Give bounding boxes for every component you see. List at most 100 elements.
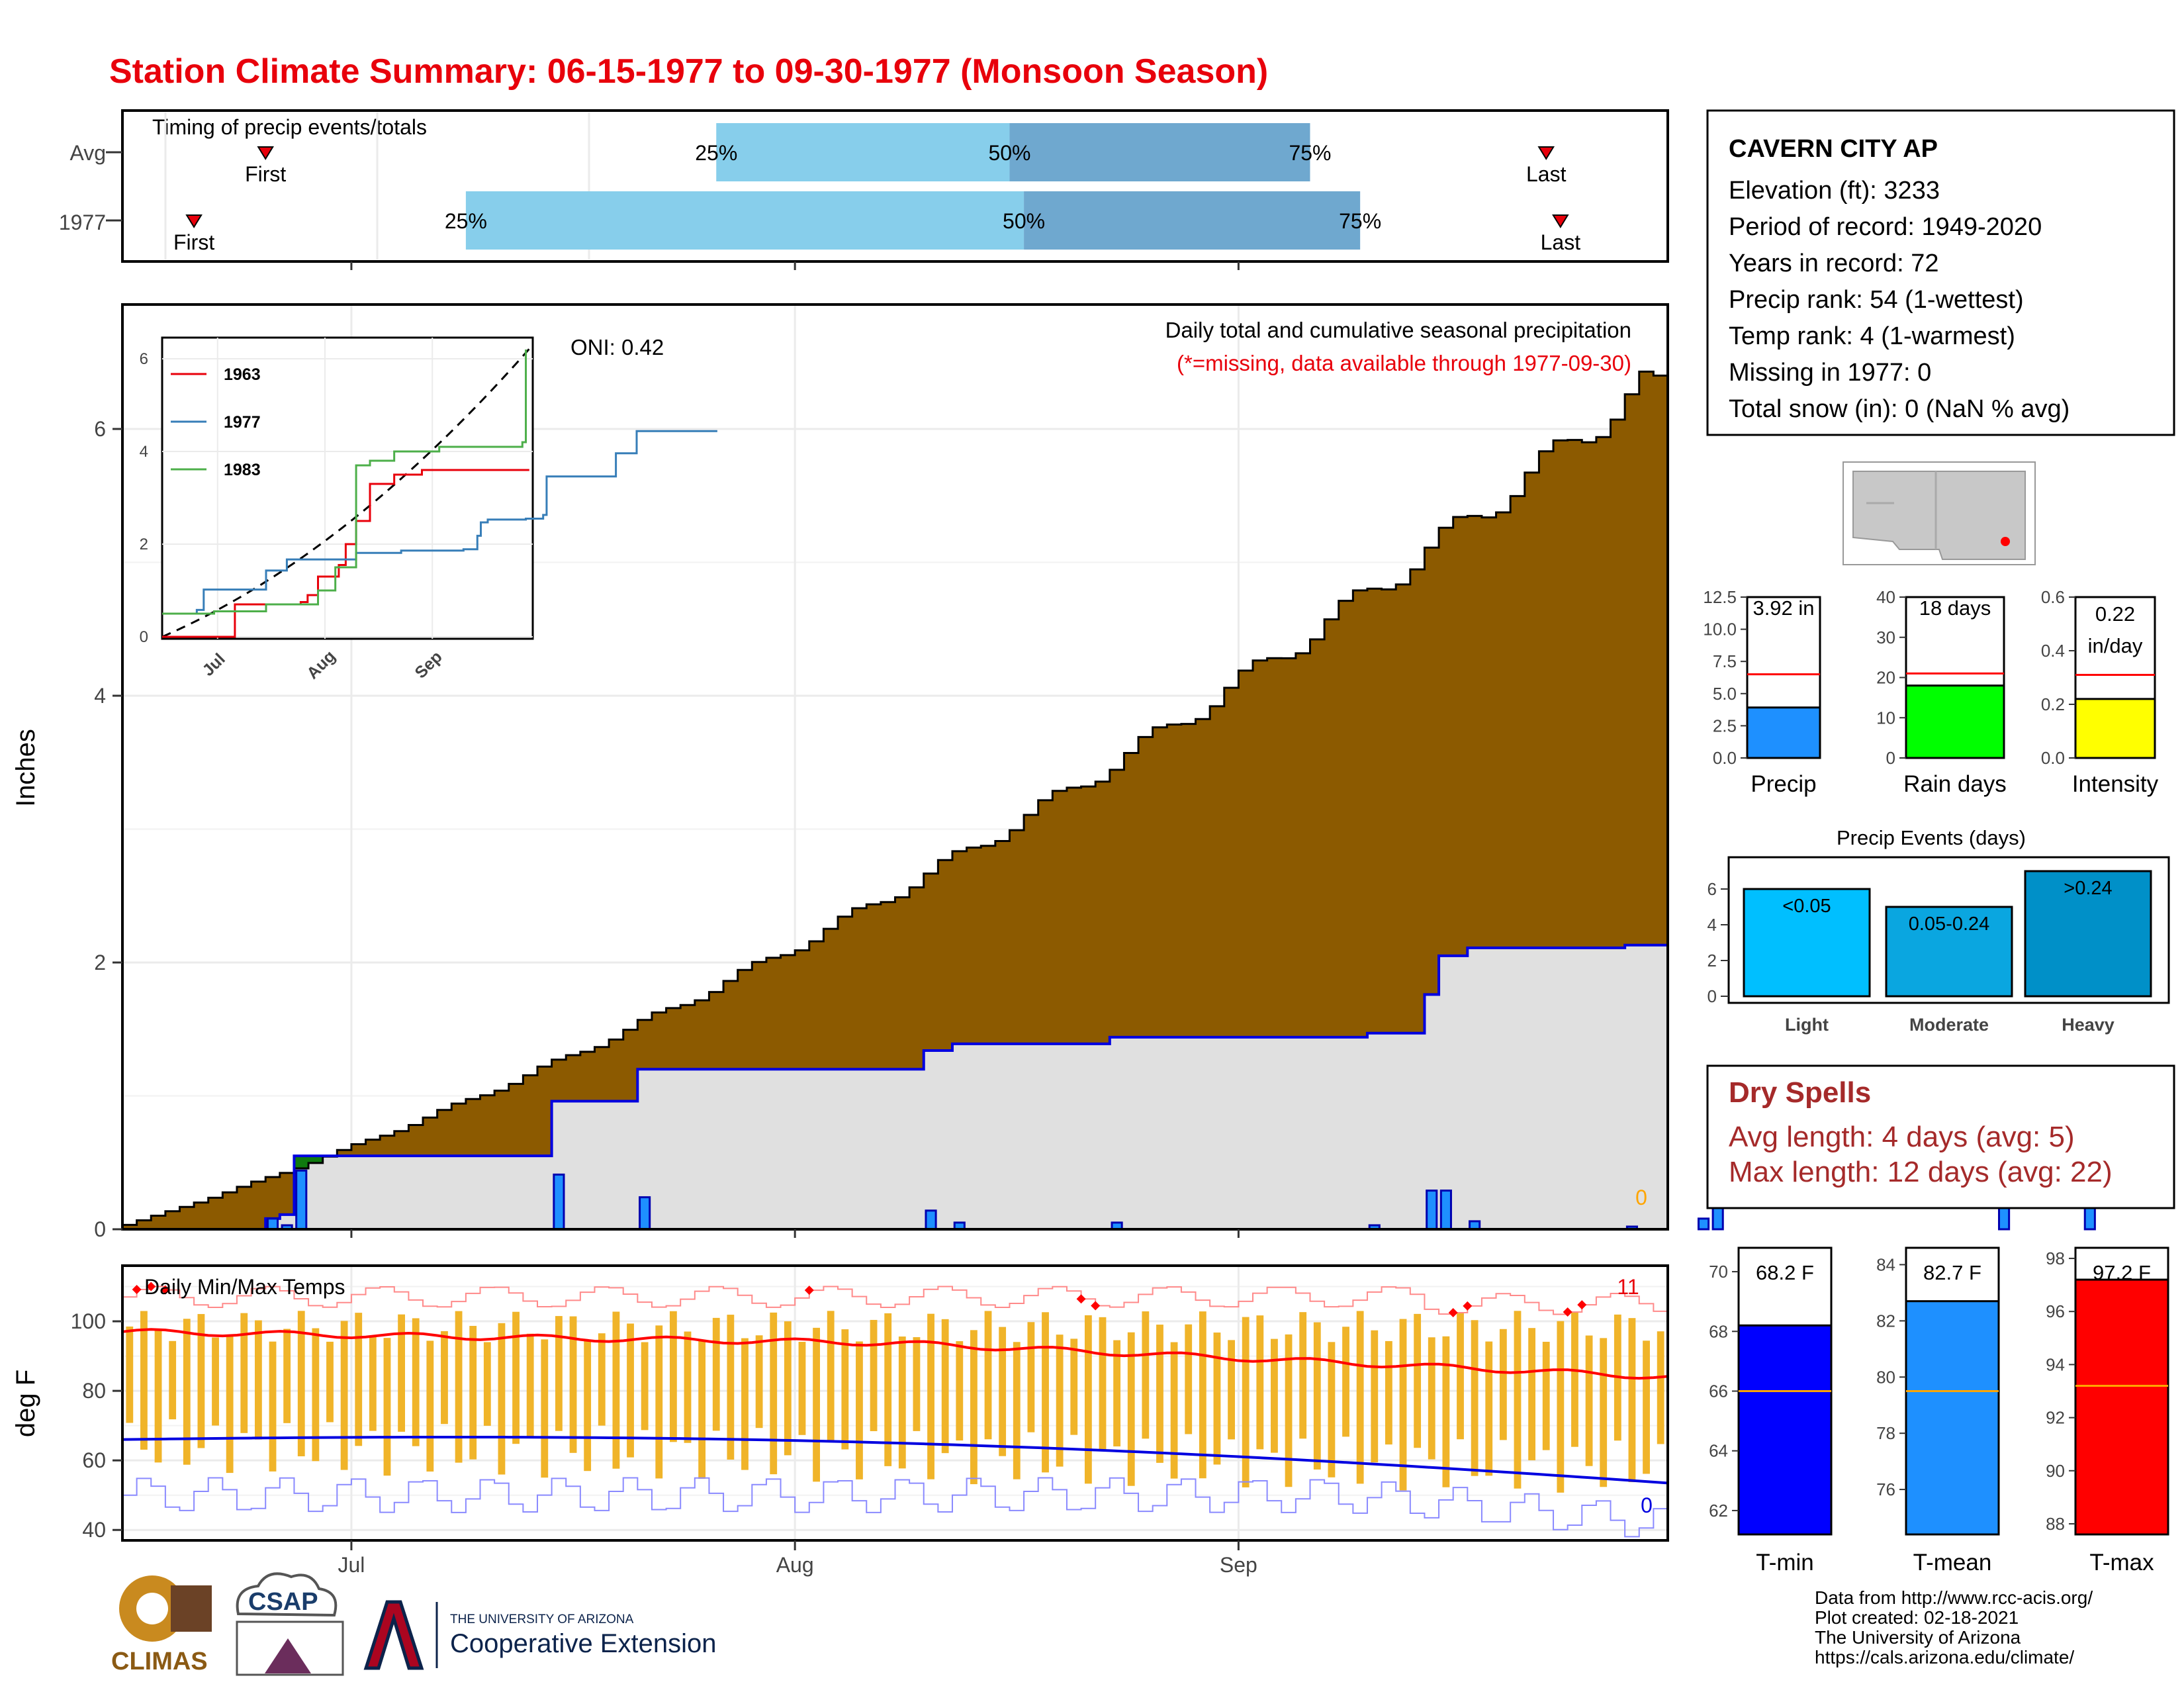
daily-temp-bar [584, 1339, 592, 1472]
daily-temp-bar [1371, 1330, 1379, 1463]
station-info-line: Years in record: 72 [1729, 250, 1939, 277]
daily-temp-bar [283, 1329, 291, 1423]
dry-spells-max-length: Max length: 12 days (avg: 22) [1729, 1156, 2113, 1188]
university-of-arizona-logo: THE UNIVERSITY OF ARIZONA Cooperative Ex… [363, 1600, 716, 1670]
summary-bar-tick-label: 0.2 [2041, 694, 2065, 714]
precip-y-tick-label: 4 [94, 684, 106, 708]
daily-temp-bar [784, 1321, 792, 1456]
daily-temp-bar [240, 1313, 248, 1433]
daily-temp-bar [598, 1333, 606, 1426]
temp-summary-tick-label: 64 [1709, 1441, 1728, 1461]
climas-logo-text: CLIMAS [111, 1648, 208, 1675]
daily-temp-bar [254, 1320, 262, 1440]
precip-event-bar-label: 0.05-0.24 [1909, 914, 1990, 935]
daily-temp-bar [641, 1342, 649, 1430]
daily-temp-bar [498, 1323, 506, 1475]
daily-temp-bar [927, 1313, 934, 1479]
temp-summary-value-label: 68.2 F [1756, 1261, 1814, 1284]
temp-summary-tick-label: 62 [1709, 1501, 1728, 1521]
csap-logo: CSAP [236, 1572, 344, 1676]
daily-temp-bar [526, 1333, 534, 1437]
record-high-marker [1463, 1301, 1473, 1311]
temp-summary-tick-label: 88 [2046, 1514, 2065, 1534]
daily-temp-bar [970, 1330, 978, 1485]
daily-temp-bar [1099, 1317, 1107, 1452]
timing-q75-label: 75% [1339, 209, 1381, 233]
footer-line: https://cals.arizona.edu/climate/ [1815, 1647, 2074, 1667]
inset-y-tick-label: 6 [140, 350, 148, 368]
daily-temp-bar [398, 1314, 406, 1432]
daily-temp-bar [469, 1325, 477, 1460]
daily-temp-bar [1013, 1342, 1021, 1479]
daily-temp-bar [712, 1317, 720, 1431]
daily-temp-bar [197, 1314, 205, 1448]
precip-event-bar-label: <0.05 [1782, 896, 1831, 917]
daily-temp-bar [183, 1319, 191, 1465]
summary-bar-tick-label: 10.0 [1703, 620, 1737, 639]
daily-temp-bar [999, 1327, 1007, 1456]
daily-temp-bar [1127, 1332, 1135, 1486]
inset-series-line-1983 [162, 350, 527, 615]
daily-temp-bar [297, 1311, 305, 1456]
station-name: CAVERN CITY AP [1729, 135, 1938, 163]
daily-temp-bar [741, 1338, 749, 1470]
temperature-panel-label: Daily Min/Max Temps [144, 1275, 345, 1299]
summary-bar-tick-label: 0.4 [2041, 641, 2065, 661]
timing-q25-q50-band [716, 123, 1010, 181]
record-high-marker [146, 1282, 156, 1291]
daily-temp-bar [1600, 1338, 1608, 1487]
month-tick-label: Sep [1220, 1553, 1257, 1577]
daily-temp-bar [1471, 1320, 1479, 1476]
temperature-y-axis-label: deg F [11, 1370, 40, 1437]
daily-temp-bar [1643, 1340, 1650, 1474]
temp-summary-bar-0 [1737, 1324, 1833, 1536]
summary-bar-value-label: 0.22 [2095, 602, 2135, 626]
precip-y-tick-label: 2 [94, 951, 106, 974]
precip-panel-header: Daily total and cumulative seasonal prec… [1165, 318, 1631, 342]
record-high-count: 11 [1617, 1275, 1639, 1299]
daily-temp-bar [1113, 1340, 1121, 1447]
precip-event-bar-2 [2024, 870, 2152, 998]
timing-q50-label: 50% [1003, 209, 1045, 233]
daily-temp-bar [941, 1319, 949, 1454]
daily-temp-bar [512, 1311, 520, 1444]
avg-cumulative-line [122, 370, 1668, 1226]
daily-temp-bar [1156, 1325, 1163, 1463]
timing-q50-label: 50% [988, 141, 1030, 165]
timing-q50-q75-band [1024, 191, 1361, 250]
record-high-line [122, 1286, 1668, 1315]
footer-line: Data from http://www.rcc-acis.org/ [1815, 1587, 2093, 1608]
daily-temp-bar [483, 1342, 491, 1426]
precip-event-bar-0 [1743, 888, 1871, 998]
daily-temp-bar [1356, 1311, 1364, 1484]
csap-logo-text: CSAP [248, 1588, 318, 1616]
daily-temp-bar [1242, 1317, 1250, 1487]
daily-temp-bar [655, 1325, 663, 1479]
inset-legend-label: 1963 [224, 365, 261, 384]
daily-temp-bar [856, 1341, 863, 1479]
daily-temp-bar [312, 1328, 320, 1462]
locator-map [1843, 461, 2036, 565]
summary-bar-tick-label: 0.0 [1713, 748, 1737, 768]
daily-temp-bar [212, 1337, 219, 1426]
daily-temp-bar [269, 1341, 277, 1472]
missing-count: 0 [1635, 1186, 1647, 1209]
daily-temp-bar [684, 1331, 692, 1443]
daily-temp-bar [169, 1340, 177, 1420]
daily-temp-bar [1385, 1340, 1392, 1445]
summary-bar-value-label: in/day [2088, 634, 2143, 657]
daily-temp-bar [1457, 1313, 1464, 1440]
temp-summary-tick-label: 66 [1709, 1382, 1728, 1401]
station-location-dot [2001, 537, 2010, 546]
station-info-line: Elevation (ft): 3233 [1729, 177, 1940, 205]
daily-temp-bar [1571, 1312, 1578, 1447]
timing-q25-label: 25% [695, 141, 737, 165]
temp-summary-value-label: 82.7 F [1923, 1261, 1981, 1284]
daily-temp-bar [569, 1316, 577, 1453]
precip-event-bar-label: >0.24 [2064, 878, 2112, 899]
daily-temp-bar [1256, 1315, 1264, 1450]
record-high-marker [160, 1285, 170, 1295]
daily-temp-bar [355, 1313, 363, 1446]
